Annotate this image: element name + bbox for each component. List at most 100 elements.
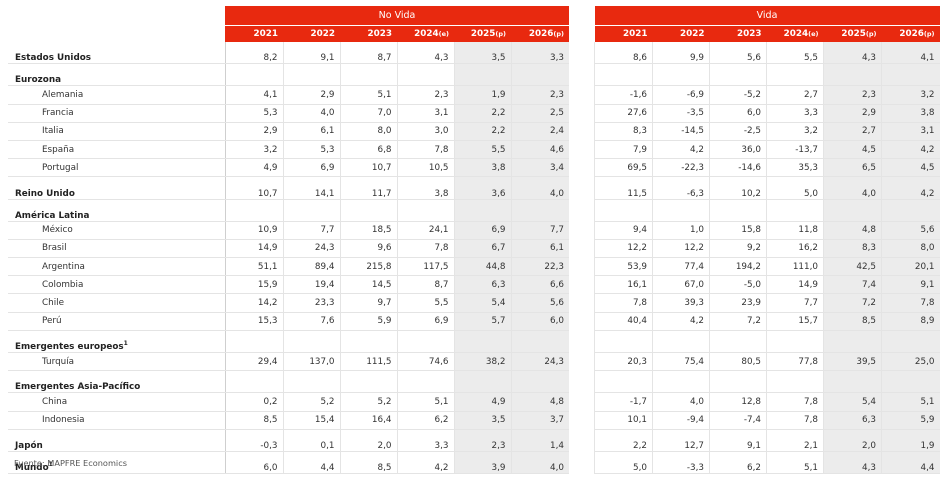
no-vida-value: 7,0 [339, 104, 397, 123]
table-row: América Latina [8, 199, 569, 222]
no-vida-value: 6,0 [224, 451, 283, 475]
vida-value [652, 63, 710, 87]
row-label: España [8, 140, 225, 160]
no-vida-value: 7,8 [396, 239, 454, 259]
row-label: Italia [8, 122, 225, 141]
vida-value [766, 63, 824, 87]
vida-value: 7,4 [823, 275, 882, 295]
no-vida-value: 0,1 [282, 429, 340, 452]
no-vida-value [224, 63, 283, 87]
no-vida-value: 2,0 [339, 429, 397, 452]
row-label: América Latina [8, 199, 225, 222]
vida-value: 16,2 [766, 239, 824, 259]
vida-value: -14,5 [652, 122, 710, 141]
no-vida-value [453, 63, 511, 87]
no-vida-value: 4,8 [510, 392, 569, 412]
row-label-text: España [42, 144, 75, 155]
vida-value: -14,6 [709, 158, 767, 178]
no-vida-value: 15,9 [224, 275, 283, 295]
no-vida-value: 1,4 [510, 429, 569, 452]
year-label: 2024 [414, 29, 439, 39]
vida-value: 6,5 [823, 158, 882, 178]
no-vida-value: 6,1 [510, 239, 569, 259]
vida-value: 4,1 [881, 42, 940, 65]
no-vida-value: 5,6 [510, 293, 569, 313]
table-row: 7,9 4,2 36,0 -13,7 4,5 4,2 [594, 140, 940, 160]
year-label: 2025 [470, 29, 496, 39]
no-vida-value: 3,8 [396, 176, 454, 200]
vida-value: 2,7 [766, 85, 824, 105]
row-label: Emergentes europeos1 [8, 330, 225, 354]
vida-value: 4,3 [823, 42, 882, 65]
vida-value: 4,2 [881, 140, 940, 160]
vida-value: 4,3 [823, 451, 882, 475]
year-suffix: (p) [865, 30, 877, 38]
vida-value: 9,1 [881, 275, 940, 295]
vida-year-header: 2024(e) [766, 25, 824, 42]
vida-value [594, 199, 653, 222]
vida-value: -5,0 [709, 275, 767, 295]
vida-value: 5,6 [709, 42, 767, 65]
vida-value: 8,0 [881, 239, 940, 259]
vida-value: 1,0 [652, 221, 710, 240]
table-row: España 3,2 5,3 6,8 7,8 5,5 4,6 [8, 140, 569, 160]
vida-value: 5,0 [766, 176, 824, 200]
no-vida-value: 24,3 [282, 239, 340, 259]
no-vida-value: 8,7 [396, 275, 454, 295]
no-vida-value: 10,7 [339, 158, 397, 178]
vida-value: 8,9 [881, 312, 940, 331]
no-vida-value [453, 330, 511, 354]
no-vida-value: 2,9 [282, 85, 340, 105]
vida-value [881, 370, 940, 394]
vida-value [766, 330, 824, 354]
row-label: China [8, 392, 225, 412]
row-label-text: Estados Unidos [15, 53, 92, 64]
vida-value: -1,6 [594, 85, 653, 105]
row-label: Turquía [8, 352, 225, 372]
vida-value: 7,2 [709, 312, 767, 331]
no-vida-value: 6,9 [396, 312, 454, 331]
vida-value: 69,5 [594, 158, 653, 178]
vida-value: -6,3 [652, 176, 710, 200]
vida-value: 7,8 [881, 293, 940, 313]
no-vida-value: 4,0 [510, 176, 569, 200]
vida-value: 7,2 [823, 293, 882, 313]
table-row: Portugal 4,9 6,9 10,7 10,5 3,8 3,4 [8, 158, 569, 178]
year-suffix: (e) [438, 30, 449, 38]
row-label: Chile [8, 293, 225, 313]
row-label: Estados Unidos [8, 42, 225, 65]
row-label: Portugal [8, 158, 225, 178]
no-vida-value [224, 370, 283, 394]
year-suffix: (p) [553, 30, 564, 38]
vida-value: 12,2 [594, 239, 653, 259]
vida-value: 6,2 [709, 451, 767, 475]
no-vida-value: 0,2 [224, 392, 283, 412]
no-vida-value [396, 199, 454, 222]
vida-value: 2,2 [594, 429, 653, 452]
no-vida-value: 8,5 [339, 451, 397, 475]
no-vida-value: 89,4 [282, 257, 340, 277]
table-row: 27,6 -3,5 6,0 3,3 2,9 3,8 [594, 104, 940, 123]
row-label: Eurozona [8, 63, 225, 87]
table-row: Francia 5,3 4,0 7,0 3,1 2,2 2,5 [8, 104, 569, 123]
no-vida-value [510, 370, 569, 394]
vida-value: 20,1 [881, 257, 940, 277]
no-vida-value: 3,9 [453, 451, 511, 475]
vida-value: 16,1 [594, 275, 653, 295]
row-label-text: América Latina [15, 210, 90, 221]
no-vida-value [224, 330, 283, 354]
no-vida-value: 117,5 [396, 257, 454, 277]
no-vida-value: 1,9 [453, 85, 511, 105]
no-vida-value: 5,2 [339, 392, 397, 412]
row-label-text: Eurozona [15, 75, 62, 86]
table-row: Turquía 29,4 137,0 111,5 74,6 38,2 24,3 [8, 352, 569, 372]
row-label-text: Argentina [42, 261, 85, 272]
table-row: 2,2 12,7 9,1 2,1 2,0 1,9 [594, 429, 940, 452]
table-row: Chile 14,2 23,3 9,7 5,5 5,4 5,6 [8, 293, 569, 313]
table-row: México 10,9 7,7 18,5 24,1 6,9 7,7 [8, 221, 569, 240]
vida-value: 5,6 [881, 221, 940, 240]
vida-value: 77,4 [652, 257, 710, 277]
no-vida-value: 24,1 [396, 221, 454, 240]
vida-value: 3,2 [766, 122, 824, 141]
vida-value: 7,8 [766, 411, 824, 430]
